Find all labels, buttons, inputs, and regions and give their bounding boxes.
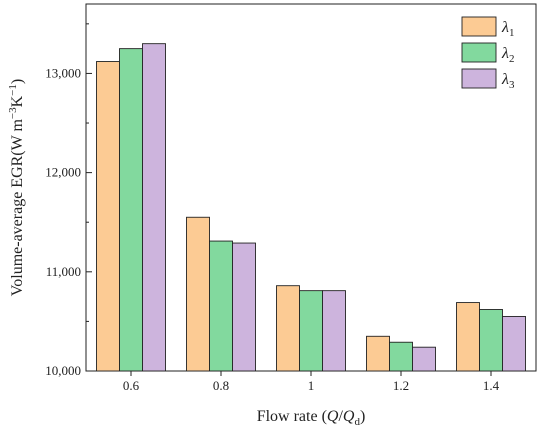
x-tick-label: 1.4 [483,378,500,393]
bar-λ2-1 [299,290,323,372]
bar-λ2-1.4 [479,309,503,372]
bar-λ3-1.2 [412,346,436,372]
bar-λ1-1 [276,285,300,372]
bar-λ3-0.8 [232,242,256,372]
bar-λ1-1.2 [366,335,390,372]
bar-λ3-0.6 [142,43,166,372]
bars [96,43,526,372]
legend-swatch-λ1 [461,16,497,37]
x-tick-label: 1 [308,378,315,393]
legend-swatch-λ2 [461,42,497,63]
bar-λ1-0.8 [186,216,210,372]
y-axis: 10,000 11,000 12,000 13,000 [45,23,92,378]
x-axis: 0.6 0.8 1 1.2 1.4 [123,371,500,393]
bar-λ3-1 [322,290,346,372]
legend-label-λ2: λ2 [501,45,514,65]
legend: λ1 λ2 λ3 [461,16,515,91]
x-tick-label: 1.2 [393,378,409,393]
bar-λ1-1.4 [456,302,480,372]
y-tick-label: 13,000 [45,65,81,80]
legend-label-λ3: λ3 [501,71,515,91]
bar-λ2-1.2 [389,341,413,372]
x-tick-label: 0.8 [213,378,229,393]
bar-λ2-0.6 [119,48,143,372]
legend-label-λ1: λ1 [501,19,514,39]
y-tick-label: 10,000 [45,363,81,378]
y-axis-title: Volume-average EGR(W m−3K−1) [7,79,26,296]
bar-λ2-0.8 [209,240,233,372]
legend-swatch-λ3 [461,68,497,89]
x-tick-label: 0.6 [123,378,140,393]
bar-λ3-1.4 [502,315,526,372]
y-tick-label: 12,000 [45,165,81,180]
bar-λ1-0.6 [96,61,120,372]
y-tick-label: 11,000 [46,264,81,279]
x-axis-title: Flow rate (Q/Qd) [257,408,366,428]
